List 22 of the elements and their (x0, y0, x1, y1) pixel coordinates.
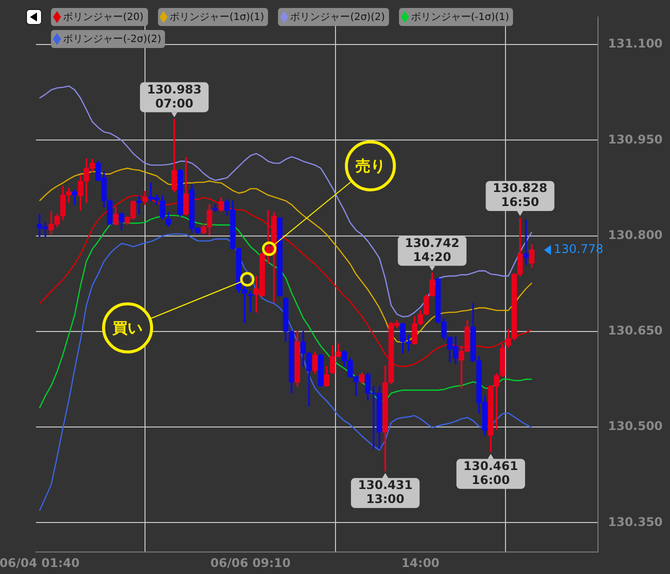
legend-label: ボリンジャー(1σ)(1) (170, 11, 264, 24)
x-tick-label: 14:00 (401, 556, 440, 570)
annotation: 130.461 16:00 (463, 459, 518, 488)
text: 130.778 (554, 242, 604, 256)
annotation: 買い (112, 318, 143, 337)
legend-label: ボリンジャー(-2σ)(2) (63, 33, 162, 46)
x-tick-label: 06/04 01:40 (0, 556, 80, 570)
annotation: 130.828 16:50 (492, 181, 548, 210)
y-tick-label: 130.800 (608, 228, 663, 242)
x-tick-label: 06/06 09:10 (210, 556, 291, 570)
y-tick-label: 131.100 (608, 36, 663, 51)
y-tick-label: 130.350 (608, 514, 663, 529)
annotation: 売り (355, 156, 386, 175)
annotation: 130.431 13:00 (358, 478, 413, 506)
annotation: 130.742 14:20 (404, 236, 460, 264)
y-tick-label: 130.650 (608, 324, 663, 338)
legend-label: ボリンジャー(2σ)(2) (290, 11, 385, 24)
annotation: 130.983 07:00 (146, 82, 202, 110)
y-tick-label: 130.500 (608, 419, 663, 434)
y-tick-label: 130.950 (608, 132, 663, 146)
legend-label: ボリンジャー(-1σ)(1) (410, 11, 510, 24)
legend-label: ボリンジャー(20) (63, 11, 144, 24)
